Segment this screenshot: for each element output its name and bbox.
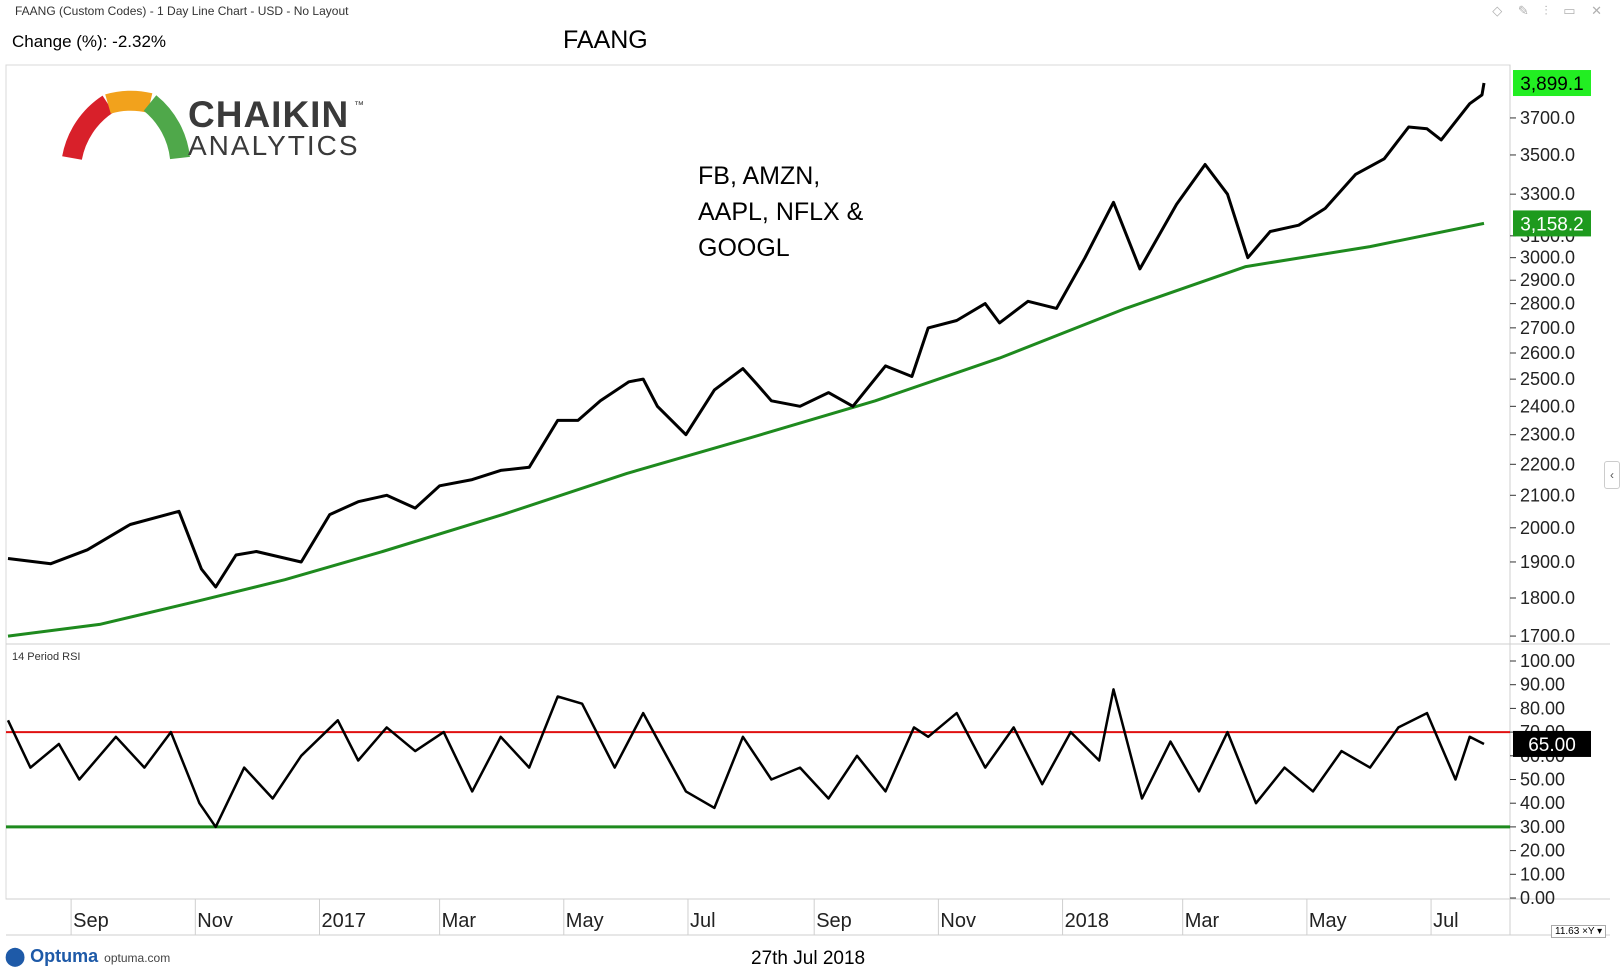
last-price-label-bg <box>1513 70 1591 97</box>
x-axis-tick-label: Mar <box>1185 910 1220 932</box>
price-axis-tick-label: 2200.0 <box>1520 454 1575 474</box>
price-axis-tick-label: 2800.0 <box>1520 294 1575 314</box>
price-axis-tick-label: 2500.0 <box>1520 369 1575 389</box>
annotation-line: AAPL, NFLX & <box>698 198 864 226</box>
moving-average-line <box>7 221 1485 638</box>
price-line <box>7 82 1486 589</box>
price-axis-tick-label: 1800.0 <box>1520 588 1575 608</box>
toolbar-icons[interactable]: ◇ ✎ ⫶ ▭ ✕ <box>1492 3 1608 18</box>
last-price-label: 3,899.1 <box>1520 74 1583 95</box>
price-axis-tick-label: 2400.0 <box>1520 396 1575 416</box>
x-axis-tick-label: May <box>1309 910 1347 932</box>
rsi-value-label-bg <box>1513 730 1591 757</box>
annotation-line: GOOGL <box>698 234 790 262</box>
optuma-url: optuma.com <box>104 951 171 965</box>
rsi-axis-tick-label: 80.00 <box>1520 698 1565 718</box>
rsi-panel-frame <box>5 643 1511 900</box>
price-axis-tick-label: 2000.0 <box>1520 518 1575 538</box>
x-axis-tick-label: Mar <box>442 910 477 932</box>
price-axis-tick-label: 3700.0 <box>1520 108 1575 128</box>
chart-date: 27th Jul 2018 <box>751 948 866 969</box>
rsi-panel-title: 14 Period RSI <box>12 651 81 663</box>
change-percent: Change (%): -2.32% <box>12 32 167 51</box>
rsi-axis-tick-label: 10.00 <box>1520 864 1565 884</box>
components-annotation: FB, AMZN, AAPL, NFLX & GOOGL <box>698 158 863 266</box>
x-axis-tick-label: Nov <box>197 910 233 932</box>
moving-average-label: 3,158.2 <box>1520 214 1583 235</box>
rsi-axis-tick-label: 100.00 <box>1520 651 1575 671</box>
price-axis-tick-label: 2300.0 <box>1520 425 1575 445</box>
chaikin-logo-icon <box>62 90 190 161</box>
collapse-panel-button[interactable]: ‹ <box>1604 461 1620 489</box>
rsi-axis-tick-label: 0.00 <box>1520 888 1555 908</box>
x-axis-tick-label: Jul <box>1433 910 1459 932</box>
x-axis-tick-label: Sep <box>73 910 109 932</box>
x-axis-tick-label: 2018 <box>1065 910 1110 932</box>
rsi-axis-tick-label: 30.00 <box>1520 817 1565 837</box>
rsi-axis-tick-label: 40.00 <box>1520 793 1565 813</box>
annotation-line: FB, AMZN, <box>698 162 821 190</box>
x-axis-tick-label: Jul <box>690 910 716 932</box>
price-axis-tick-label: 3500.0 <box>1520 145 1575 165</box>
moving-average-label-bg <box>1513 210 1591 237</box>
rsi-line <box>6 688 1485 829</box>
price-axis-tick-label: 1700.0 <box>1520 626 1575 646</box>
zoom-value: 11.63 <box>1555 926 1580 937</box>
x-axis-tick-label: Sep <box>816 910 852 932</box>
x-axis-tick-label: 2017 <box>321 910 366 932</box>
optuma-brand: ⬤ Optuma optuma.com <box>5 946 171 966</box>
rsi-value-label: 65.00 <box>1528 735 1576 756</box>
price-axis-tick-label: 2900.0 <box>1520 270 1575 290</box>
chart-description: FAANG (Custom Codes) - 1 Day Line Chart … <box>15 4 349 18</box>
price-axis-tick-label: 2600.0 <box>1520 343 1575 363</box>
x-axis-tick-label: May <box>566 910 604 932</box>
price-axis-tick-label: 2100.0 <box>1520 485 1575 505</box>
logo-text-chaikin: CHAIKIN <box>188 94 350 135</box>
rsi-axis-tick-label: 20.00 <box>1520 841 1565 861</box>
price-axis-tick-label: 2700.0 <box>1520 318 1575 338</box>
rsi-axis-tick-label: 50.00 <box>1520 770 1565 790</box>
price-axis-tick-label: 3300.0 <box>1520 184 1575 204</box>
x-axis-tick-label: Nov <box>940 910 976 932</box>
zoom-readout[interactable]: 11.63 ×Y ▾ <box>1551 925 1607 938</box>
logo-trademark: ™ <box>354 100 364 111</box>
chart-title: FAANG <box>563 26 648 54</box>
optuma-name: Optuma <box>30 946 99 966</box>
rsi-axis-tick-label: 90.00 <box>1520 675 1565 695</box>
price-axis-tick-label: 1900.0 <box>1520 552 1575 572</box>
price-axis-tick-label: 3000.0 <box>1520 248 1575 268</box>
logo-text-analytics: ANALYTICS <box>188 130 360 161</box>
